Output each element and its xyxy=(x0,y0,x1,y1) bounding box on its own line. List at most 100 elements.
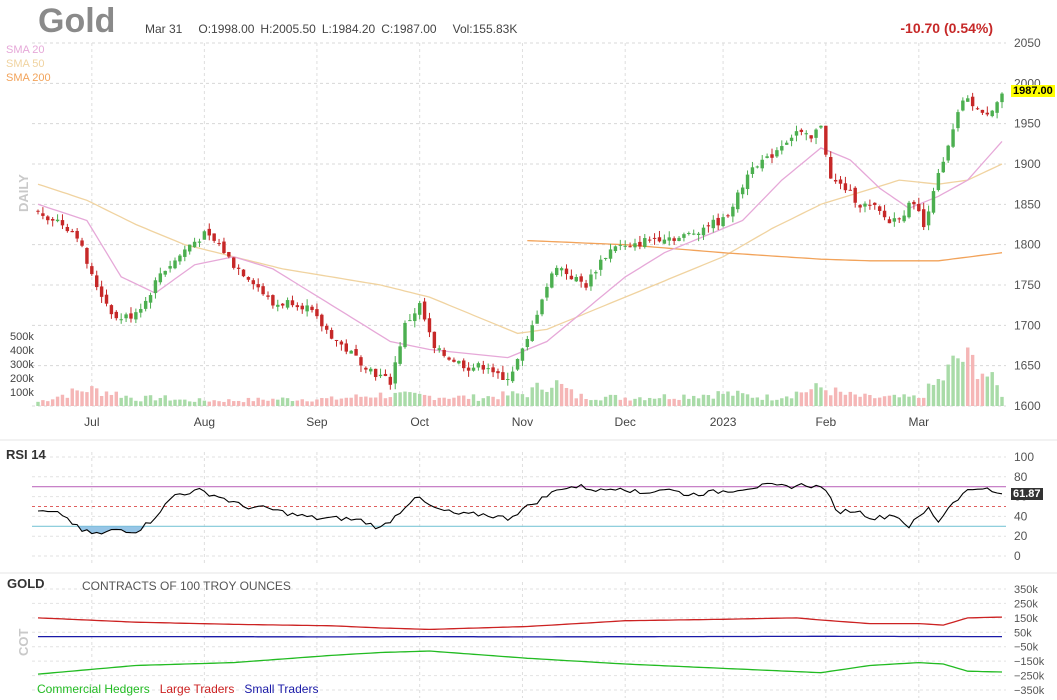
candle-body xyxy=(427,318,432,333)
volume-bar xyxy=(589,400,593,406)
price-axis-label: 2050 xyxy=(1014,36,1041,50)
candle-body xyxy=(36,210,40,212)
cot-axis-label: −150k xyxy=(1014,656,1045,668)
candle-body xyxy=(158,273,163,283)
candle-body xyxy=(447,357,451,360)
volume-bar xyxy=(643,400,647,406)
volume-bar xyxy=(579,393,583,406)
cot-legend: Commercial Hedgers Large Traders Small Tra… xyxy=(37,682,328,696)
legend-small[interactable]: Small Traders xyxy=(244,682,319,696)
volume-bar xyxy=(809,389,813,406)
candle-body xyxy=(931,191,936,213)
candle-body xyxy=(692,233,696,235)
rsi-title: RSI 14 xyxy=(6,447,46,462)
candle-body xyxy=(60,220,65,226)
volume-bar xyxy=(300,399,304,406)
candle-body xyxy=(163,270,167,275)
volume-bar xyxy=(437,397,441,406)
sma50-legend[interactable]: SMA 50 xyxy=(6,58,45,70)
candle-body xyxy=(75,230,79,239)
volume-bar xyxy=(486,396,490,406)
volume-bar xyxy=(46,401,50,406)
volume-axis-label: 100k xyxy=(10,387,34,399)
candle-body xyxy=(373,368,378,378)
sma20-legend[interactable]: SMA 20 xyxy=(6,44,45,56)
sma200-legend[interactable]: SMA 200 xyxy=(6,72,51,84)
candle-body xyxy=(510,371,515,382)
open-readout: O:1998.00 xyxy=(198,22,255,36)
candle-body xyxy=(276,304,280,307)
volume-bar xyxy=(339,398,344,406)
candle-body xyxy=(192,241,197,248)
volume-bar xyxy=(354,394,358,406)
candle-body xyxy=(173,260,177,269)
volume-bar xyxy=(530,387,534,406)
candle-body xyxy=(961,100,965,111)
volume-bar xyxy=(647,397,652,406)
candle-body xyxy=(85,248,89,264)
volume-bar xyxy=(564,387,569,406)
candle-body xyxy=(457,360,461,364)
volume-bar xyxy=(868,395,872,406)
candle-body xyxy=(726,215,730,217)
close-readout: C:1987.00 xyxy=(381,22,437,36)
volume-bar xyxy=(70,388,74,406)
legend-large[interactable]: Large Traders xyxy=(159,682,235,696)
chart-header: Gold Mar 31 O:1998.00 H:2005.50 L:1984.20 C… xyxy=(0,0,1057,42)
candle-body xyxy=(530,325,534,341)
candle-body xyxy=(207,228,211,236)
candle-body xyxy=(266,295,270,297)
volume-bar xyxy=(545,391,549,406)
month-tick-label: Dec xyxy=(615,415,636,429)
volume-bar xyxy=(657,398,662,406)
candle-body xyxy=(364,367,368,370)
sma20-line xyxy=(37,140,1003,359)
candle-body xyxy=(153,280,158,293)
legend-commercial[interactable]: Commercial Hedgers xyxy=(37,682,150,696)
volume-bar xyxy=(183,399,187,406)
candle-body xyxy=(408,320,412,322)
candle-body xyxy=(486,368,490,370)
candle-body xyxy=(843,183,848,191)
volume-bar xyxy=(324,398,329,406)
volume-bar xyxy=(721,393,725,406)
volume-bar xyxy=(280,397,285,406)
candle-body xyxy=(344,343,348,352)
volume-bar xyxy=(882,396,887,406)
volume-bar xyxy=(731,395,735,406)
volume-bar xyxy=(740,393,745,406)
candle-body xyxy=(633,243,637,248)
candle-body xyxy=(613,246,618,252)
candle-body xyxy=(745,174,750,190)
candle-body xyxy=(197,241,202,243)
volume-bar xyxy=(985,376,990,406)
candle-body xyxy=(525,338,530,347)
candle-body xyxy=(241,269,246,277)
volume-bar xyxy=(794,391,799,406)
volume-bar xyxy=(320,397,324,406)
sma200-line xyxy=(527,239,1003,262)
candle-body xyxy=(422,301,427,320)
volume-bar xyxy=(104,391,109,406)
date-readout: Mar 31 xyxy=(145,22,183,36)
volume-bar xyxy=(222,401,226,406)
volume-bar xyxy=(452,397,456,406)
volume-bar xyxy=(139,401,143,406)
cot-small-traders-line xyxy=(38,635,1002,638)
volume-bar xyxy=(775,399,779,406)
volume-axis-label: 300k xyxy=(10,359,34,371)
volume-bar xyxy=(892,394,897,406)
month-tick-label: Mar xyxy=(908,415,929,429)
candle-body xyxy=(550,273,554,288)
volume-bar xyxy=(447,398,451,406)
candle-body xyxy=(134,312,138,320)
volume-bar xyxy=(829,395,833,406)
volume-bar xyxy=(515,393,520,406)
candle-body xyxy=(599,259,603,270)
volume-bar xyxy=(863,393,867,406)
candle-body xyxy=(623,245,627,247)
volume-bar xyxy=(912,395,916,406)
high-readout: H:2005.50 xyxy=(260,22,316,36)
candle-body xyxy=(280,303,285,306)
candle-body xyxy=(383,373,388,377)
